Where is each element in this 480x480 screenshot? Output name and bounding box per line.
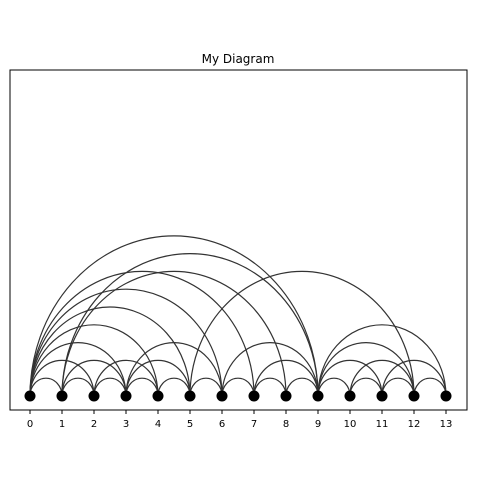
arc-10-11 — [349, 377, 383, 397]
tick-label-9: 9 — [315, 419, 321, 430]
arc-7-8 — [253, 377, 287, 397]
arc-2-4 — [93, 359, 159, 397]
tick-label-11: 11 — [376, 419, 389, 430]
arc-0-5 — [29, 306, 191, 397]
arc-3-6 — [125, 342, 223, 397]
node-11 — [376, 390, 388, 402]
arc-7-9 — [253, 359, 319, 397]
arc-11-12 — [381, 377, 415, 397]
node-1 — [56, 390, 68, 402]
tick-label-10: 10 — [344, 419, 357, 430]
node-13 — [440, 390, 452, 402]
arc-1-2 — [61, 377, 95, 397]
arc-12-13 — [413, 377, 447, 397]
arc-0-9 — [29, 235, 319, 397]
arc-1-8 — [61, 270, 287, 397]
arc-4-5 — [157, 377, 191, 397]
plot-frame — [9, 69, 468, 411]
arc-5-12 — [189, 270, 415, 397]
arcs-group — [29, 235, 447, 397]
tick-label-6: 6 — [219, 419, 225, 430]
nodes-group — [24, 390, 452, 402]
arc-8-9 — [285, 377, 319, 397]
node-3 — [120, 390, 132, 402]
tick-label-8: 8 — [283, 419, 289, 430]
arc-1-3 — [61, 359, 127, 397]
tick-label-5: 5 — [187, 419, 193, 430]
node-8 — [280, 390, 292, 402]
arc-6-9 — [221, 342, 319, 397]
tick-label-3: 3 — [123, 419, 129, 430]
arc-1-9 — [61, 253, 319, 397]
tick-label-2: 2 — [91, 419, 97, 430]
arc-9-13 — [317, 324, 447, 397]
diagram-title: My Diagram — [202, 52, 275, 66]
arc-9-11 — [317, 359, 383, 397]
arc-10-12 — [349, 359, 415, 397]
node-9 — [312, 390, 324, 402]
arc-5-6 — [189, 377, 223, 397]
arc-0-6 — [29, 288, 223, 397]
arc-11-13 — [381, 359, 447, 397]
arc-9-12 — [317, 342, 415, 397]
tick-label-7: 7 — [251, 419, 257, 430]
node-12 — [408, 390, 420, 402]
ticks-group: 0 1 2 3 4 5 6 7 8 9 10 11 12 13 — [27, 410, 453, 430]
arc-3-4 — [125, 377, 159, 397]
arc-0-1 — [29, 377, 63, 397]
tick-label-0: 0 — [27, 419, 33, 430]
node-6 — [216, 390, 228, 402]
arc-0-3 — [29, 342, 127, 397]
node-7 — [248, 390, 260, 402]
node-2 — [88, 390, 100, 402]
arc-6-7 — [221, 377, 255, 397]
arc-2-3 — [93, 377, 127, 397]
node-5 — [184, 390, 196, 402]
arc-9-10 — [317, 377, 351, 397]
tick-label-12: 12 — [408, 419, 421, 430]
node-10 — [344, 390, 356, 402]
node-0 — [24, 390, 36, 402]
arc-0-4 — [29, 324, 159, 397]
arc-0-7 — [29, 270, 255, 397]
tick-label-4: 4 — [155, 419, 161, 430]
node-4 — [152, 390, 164, 402]
arc-3-5 — [125, 359, 191, 397]
arc-0-2 — [29, 359, 95, 397]
tick-label-13: 13 — [440, 419, 453, 430]
tick-label-1: 1 — [59, 419, 65, 430]
